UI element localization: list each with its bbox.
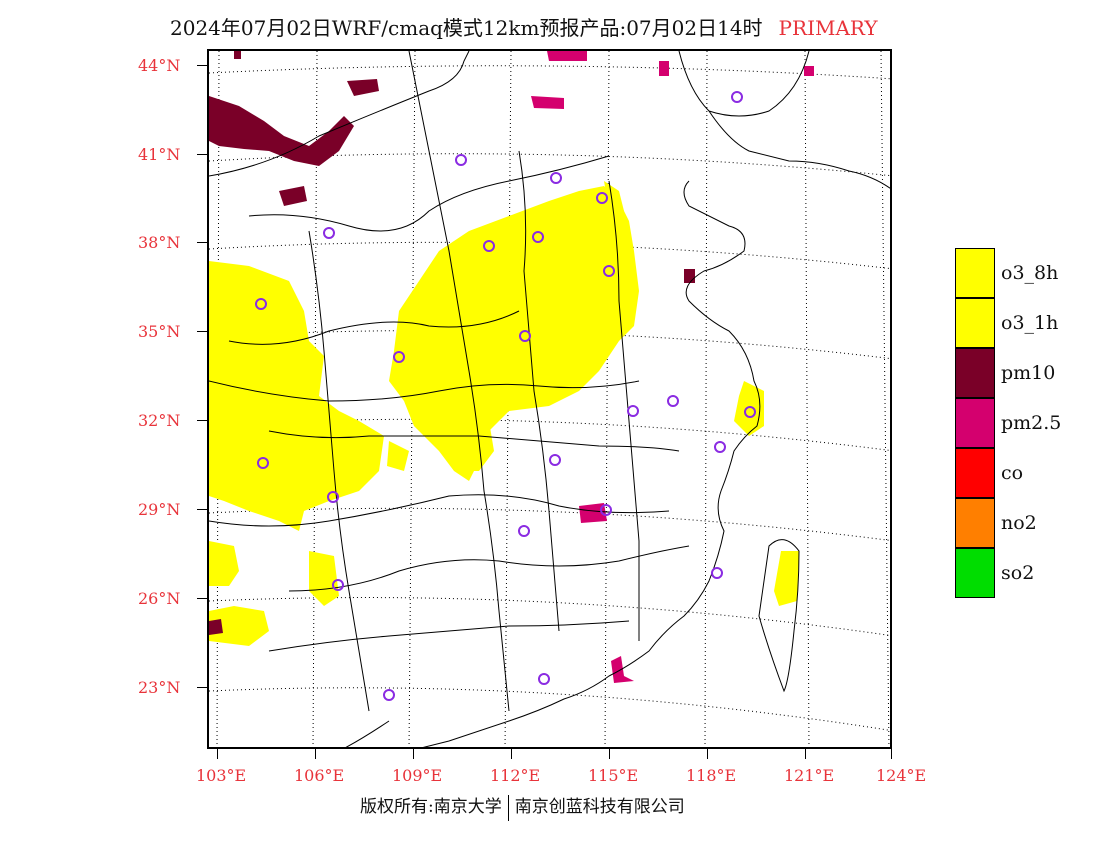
city-marker[interactable] xyxy=(550,172,562,184)
lat-label-35: 35°N xyxy=(138,322,181,341)
city-markers xyxy=(255,91,756,701)
lon-label-118: 118°E xyxy=(686,766,737,785)
map-canvas xyxy=(209,51,890,747)
city-marker[interactable] xyxy=(327,491,339,503)
legend-label: pm2.5 xyxy=(1001,412,1062,434)
lat-tick xyxy=(197,154,207,155)
city-marker[interactable] xyxy=(596,192,608,204)
city-marker[interactable] xyxy=(255,298,267,310)
lat-tick xyxy=(197,687,207,688)
city-marker[interactable] xyxy=(519,330,531,342)
lon-tick xyxy=(891,749,892,759)
lat-label-44: 44°N xyxy=(138,56,181,75)
legend-label: so2 xyxy=(1001,562,1035,584)
lat-label-23: 23°N xyxy=(138,678,181,697)
legend-label: o3_1h xyxy=(1001,312,1059,334)
o3-field xyxy=(209,181,799,646)
chart-title-main: 2024年07月02日WRF/cmaq模式12km预报产品:07月02日14时 xyxy=(170,16,763,40)
chart-title-tag: PRIMARY xyxy=(778,16,878,40)
lat-tick xyxy=(197,420,207,421)
lon-label-106: 106°E xyxy=(294,766,345,785)
lon-tick xyxy=(413,749,414,759)
lat-label-32: 32°N xyxy=(138,411,181,430)
legend-label: co xyxy=(1001,462,1024,484)
city-marker[interactable] xyxy=(711,567,723,579)
city-marker[interactable] xyxy=(627,405,639,417)
chart-title: 2024年07月02日WRF/cmaq模式12km预报产品:07月02日14时 P… xyxy=(170,12,878,41)
lon-tick xyxy=(315,749,316,759)
legend-label: o3_8h xyxy=(1001,262,1059,284)
city-marker[interactable] xyxy=(667,395,679,407)
copyright-footer: 版权所有:南京大学 南京创蓝科技有限公司 xyxy=(360,792,685,821)
legend-label: no2 xyxy=(1001,512,1037,534)
city-marker[interactable] xyxy=(257,457,269,469)
lon-tick xyxy=(511,749,512,759)
legend-swatch xyxy=(955,298,995,348)
lat-tick xyxy=(197,598,207,599)
lat-tick xyxy=(197,65,207,66)
lon-tick xyxy=(217,749,218,759)
lat-label-38: 38°N xyxy=(138,233,181,252)
city-marker[interactable] xyxy=(714,441,726,453)
pm25-field xyxy=(531,51,814,683)
pm10-field xyxy=(209,51,695,635)
city-marker[interactable] xyxy=(332,579,344,591)
city-marker[interactable] xyxy=(549,454,561,466)
lat-label-41: 41°N xyxy=(138,145,181,164)
footer-right: 南京创蓝科技有限公司 xyxy=(514,797,685,817)
city-marker[interactable] xyxy=(393,351,405,363)
city-marker[interactable] xyxy=(383,689,395,701)
city-marker[interactable] xyxy=(744,406,756,418)
lat-label-29: 29°N xyxy=(138,500,181,519)
city-marker[interactable] xyxy=(483,240,495,252)
legend-swatch xyxy=(955,498,995,548)
lon-label-109: 109°E xyxy=(392,766,443,785)
lat-tick xyxy=(197,331,207,332)
legend-swatch xyxy=(955,248,995,298)
lat-tick xyxy=(197,509,207,510)
lon-label-112: 112°E xyxy=(490,766,541,785)
lon-label-115: 115°E xyxy=(588,766,639,785)
lon-tick xyxy=(707,749,708,759)
city-marker[interactable] xyxy=(603,265,615,277)
city-marker[interactable] xyxy=(455,154,467,166)
lon-label-103: 103°E xyxy=(196,766,247,785)
city-marker[interactable] xyxy=(532,231,544,243)
footer-separator xyxy=(507,794,509,821)
footer-left: 版权所有:南京大学 xyxy=(360,797,502,817)
city-marker[interactable] xyxy=(731,91,743,103)
city-marker[interactable] xyxy=(323,227,335,239)
legend-swatch xyxy=(955,348,995,398)
city-marker[interactable] xyxy=(518,525,530,537)
legend-label: pm10 xyxy=(1001,362,1056,384)
lon-label-121: 121°E xyxy=(784,766,835,785)
lat-label-26: 26°N xyxy=(138,589,181,608)
boundaries xyxy=(209,51,890,747)
city-marker[interactable] xyxy=(600,504,612,516)
lat-tick xyxy=(197,242,207,243)
legend-swatch xyxy=(955,448,995,498)
lon-tick xyxy=(805,749,806,759)
map-panel[interactable] xyxy=(207,49,892,749)
city-marker[interactable] xyxy=(538,673,550,685)
legend-swatch xyxy=(955,548,995,598)
legend-swatch xyxy=(955,398,995,448)
lon-tick xyxy=(609,749,610,759)
lon-label-124: 124°E xyxy=(876,766,927,785)
